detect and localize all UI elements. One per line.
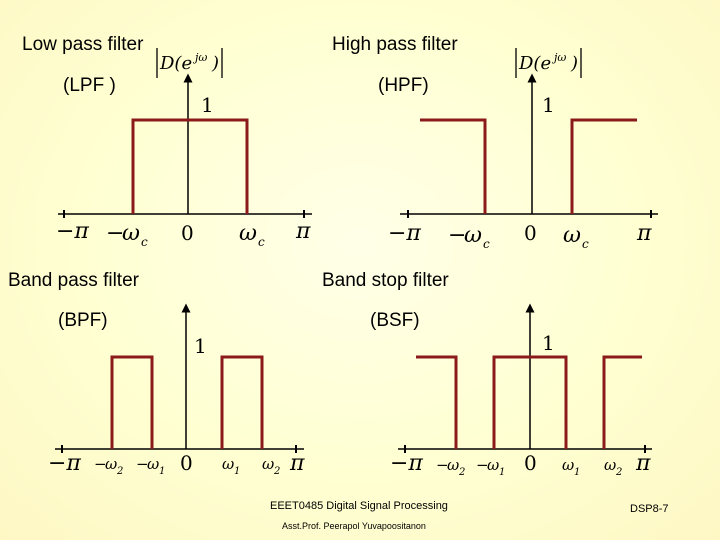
bpf-neg-w2-sub: 2: [116, 466, 123, 477]
hpf-ylabel: D(e jω ): [515, 48, 582, 78]
hpf-one: 1: [542, 93, 555, 117]
bsf-abbr: (BSF): [370, 310, 420, 331]
bsf-response-center: [492, 355, 568, 449]
hpf-wc-sub: c: [582, 237, 589, 251]
bsf-neg-w2-sub: 2: [458, 467, 465, 478]
bsf-pi: π: [635, 451, 651, 476]
bpf-w2-sub: 2: [273, 466, 280, 477]
bsf-neg-w1-sign: −: [476, 456, 489, 474]
bsf-w2: ω: [604, 456, 616, 474]
lpf-neg-wc-sub: c: [141, 235, 148, 249]
bsf-neg-w1: ω: [487, 456, 499, 474]
bpf-w2: ω: [262, 455, 274, 473]
bsf-w1: ω: [562, 456, 574, 474]
bpf-neg-w2-sign: −: [94, 455, 107, 473]
lpf-abbr: (LPF ): [63, 75, 116, 96]
bpf-response-right: [220, 355, 264, 449]
bpf-neg-w1-sign: −: [136, 455, 149, 473]
footer-author: Asst.Prof. Peerapol Yuvapoositanon: [282, 521, 426, 531]
bsf-neg-w2: ω: [447, 456, 459, 474]
bpf-neg-w1-sub: 1: [159, 466, 165, 477]
lpf-neg-wc-sign: −: [106, 221, 124, 246]
bsf-zero: 0: [524, 451, 537, 475]
bsf-response-left: [416, 355, 458, 449]
bsf-neg-w2-sign: −: [436, 456, 449, 474]
hpf-ylabel-text: D(e: [518, 53, 551, 74]
lpf-title: Low pass filter: [22, 34, 144, 55]
hpf-wc: ω: [563, 223, 581, 248]
bsf-neg-pi: −π: [390, 451, 423, 476]
lpf-neg-wc: ω: [122, 221, 140, 246]
bpf-abbr: (BPF): [58, 310, 108, 331]
bpf-response-left: [110, 355, 154, 449]
hpf-response-right: [570, 118, 637, 214]
lpf-ylabel-sup: jω: [192, 51, 207, 64]
hpf-neg-wc: ω: [464, 223, 482, 248]
hpf-neg-wc-sub: c: [483, 237, 490, 251]
bsf-response-right: [602, 355, 642, 449]
hpf-zero: 0: [524, 221, 537, 245]
lpf-zero: 0: [181, 221, 194, 245]
lpf-wc: ω: [239, 221, 257, 246]
hpf-abbr: (HPF): [378, 75, 429, 96]
hpf-response-left: [420, 118, 487, 214]
bpf-neg-pi: −π: [48, 451, 81, 476]
bsf-w1-sub: 1: [574, 467, 580, 478]
lpf-ylabel: D(e jω ): [156, 48, 223, 78]
lpf-pi: π: [295, 219, 311, 244]
bpf-neg-w1: ω: [147, 455, 159, 473]
hpf-ylabel-sup: jω: [551, 51, 566, 64]
lpf-ylabel-close: ): [211, 53, 219, 74]
bpf-w1: ω: [222, 455, 234, 473]
lpf-one: 1: [201, 93, 214, 117]
hpf-title: High pass filter: [332, 34, 458, 55]
bpf-w1-sub: 1: [234, 466, 240, 477]
bsf-one: 1: [542, 331, 555, 355]
hpf-neg-wc-sign: −: [448, 223, 466, 248]
hpf-pi: π: [636, 221, 652, 246]
footer-slide-number: DSP8-7: [630, 503, 669, 515]
bpf-zero: 0: [180, 451, 193, 475]
lpf-neg-pi: −π: [56, 219, 89, 244]
bsf-neg-w1-sub: 1: [499, 467, 505, 478]
hpf-plot: D(e jω ) 1 0 −π π − ω c ω c: [388, 48, 658, 251]
footer-course: EEET0485 Digital Signal Processing: [270, 500, 448, 512]
lpf-wc-sub: c: [258, 235, 265, 249]
bpf-title: Band pass filter: [8, 270, 139, 291]
hpf-ylabel-close: ): [570, 53, 578, 74]
lpf-plot: D(e jω ) 1 0 −π π − ω c ω c: [56, 48, 312, 249]
bpf-neg-w2: ω: [105, 455, 117, 473]
bsf-plot: 1 0 −π π − ω 2 − ω 1 ω 1 ω 2: [390, 303, 652, 478]
bsf-title: Band stop filter: [322, 270, 449, 291]
lpf-response: [131, 118, 249, 214]
bpf-plot: 1 0 −π π − ω 2 − ω 1 ω 1 ω 2: [48, 303, 305, 477]
lpf-ylabel-text: D(e: [159, 53, 192, 74]
bpf-pi: π: [289, 451, 305, 476]
hpf-neg-pi: −π: [388, 221, 421, 246]
bpf-one: 1: [194, 334, 207, 358]
bsf-w2-sub: 2: [615, 467, 622, 478]
